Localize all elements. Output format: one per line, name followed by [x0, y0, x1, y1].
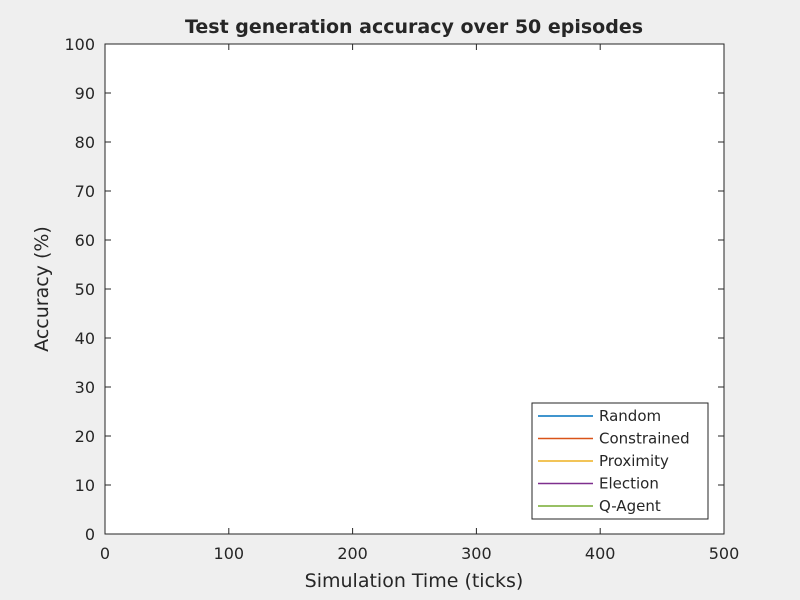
- chart-title: Test generation accuracy over 50 episode…: [185, 16, 643, 38]
- x-tick-label: 0: [100, 544, 110, 563]
- y-tick-label: 40: [75, 329, 95, 348]
- y-tick-label: 20: [75, 427, 95, 446]
- y-tick-label: 10: [75, 476, 95, 495]
- legend-label-proximity: Proximity: [599, 452, 669, 470]
- y-axis-label: Accuracy (%): [31, 226, 53, 352]
- legend-label-election: Election: [599, 475, 659, 493]
- y-tick-label: 70: [75, 182, 95, 201]
- x-axis-label: Simulation Time (ticks): [305, 570, 524, 592]
- x-tick-label: 300: [461, 544, 492, 563]
- legend-box: [531, 402, 709, 520]
- y-tick-label: 80: [75, 133, 95, 152]
- legend-label-random: Random: [599, 407, 661, 425]
- legend-label-constrained: Constrained: [599, 430, 690, 448]
- y-axis-ticks: 0 10 20 30 40 50 60 70 80 90 100: [64, 35, 724, 544]
- legend: Random Constrained Proximity Election Q-Agen…: [531, 402, 709, 520]
- x-tick-label: 200: [337, 544, 368, 563]
- y-tick-label: 0: [85, 525, 95, 544]
- y-tick-label: 30: [75, 378, 95, 397]
- legend-label-q-agent: Q-Agent: [599, 497, 661, 515]
- y-tick-label: 90: [75, 84, 95, 103]
- y-tick-label: 60: [75, 231, 95, 250]
- x-tick-label: 400: [585, 544, 616, 563]
- x-axis-ticks: 0 100 200 300 400 500: [100, 44, 739, 563]
- x-tick-label: 100: [214, 544, 245, 563]
- y-tick-label: 100: [64, 35, 95, 54]
- y-tick-label: 50: [75, 280, 95, 299]
- x-tick-label: 500: [709, 544, 740, 563]
